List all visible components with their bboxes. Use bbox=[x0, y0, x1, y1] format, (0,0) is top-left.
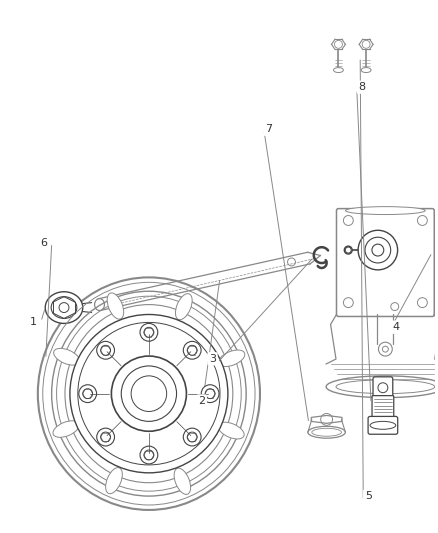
Circle shape bbox=[97, 341, 114, 359]
FancyBboxPatch shape bbox=[372, 395, 394, 419]
Text: 7: 7 bbox=[265, 124, 272, 134]
Text: 6: 6 bbox=[40, 238, 47, 248]
Ellipse shape bbox=[95, 298, 105, 311]
Circle shape bbox=[97, 428, 114, 446]
Ellipse shape bbox=[326, 376, 438, 398]
FancyBboxPatch shape bbox=[373, 377, 393, 399]
Circle shape bbox=[79, 385, 96, 402]
Ellipse shape bbox=[53, 349, 80, 365]
Ellipse shape bbox=[308, 426, 346, 438]
Circle shape bbox=[183, 428, 201, 446]
Ellipse shape bbox=[176, 294, 192, 320]
Polygon shape bbox=[311, 415, 342, 423]
Text: 5: 5 bbox=[365, 491, 372, 501]
Circle shape bbox=[378, 342, 392, 356]
Circle shape bbox=[372, 244, 384, 256]
Text: 1: 1 bbox=[29, 317, 36, 327]
Circle shape bbox=[358, 230, 398, 270]
Ellipse shape bbox=[174, 468, 191, 495]
FancyBboxPatch shape bbox=[368, 416, 398, 434]
Text: 4: 4 bbox=[393, 322, 400, 332]
Circle shape bbox=[70, 314, 228, 473]
Ellipse shape bbox=[218, 422, 244, 439]
Circle shape bbox=[201, 385, 219, 402]
Ellipse shape bbox=[107, 293, 124, 319]
Ellipse shape bbox=[344, 246, 352, 254]
Circle shape bbox=[111, 356, 187, 431]
Circle shape bbox=[140, 446, 158, 464]
Ellipse shape bbox=[106, 467, 122, 494]
Ellipse shape bbox=[45, 292, 83, 324]
Ellipse shape bbox=[53, 421, 79, 437]
Ellipse shape bbox=[346, 207, 425, 215]
Circle shape bbox=[183, 341, 201, 359]
Text: 3: 3 bbox=[209, 354, 216, 364]
Circle shape bbox=[140, 324, 158, 341]
Ellipse shape bbox=[219, 350, 245, 367]
Ellipse shape bbox=[38, 277, 260, 510]
Text: 8: 8 bbox=[358, 82, 365, 92]
FancyBboxPatch shape bbox=[336, 208, 434, 317]
Ellipse shape bbox=[361, 68, 371, 72]
Text: 2: 2 bbox=[198, 396, 205, 406]
Ellipse shape bbox=[333, 68, 343, 72]
